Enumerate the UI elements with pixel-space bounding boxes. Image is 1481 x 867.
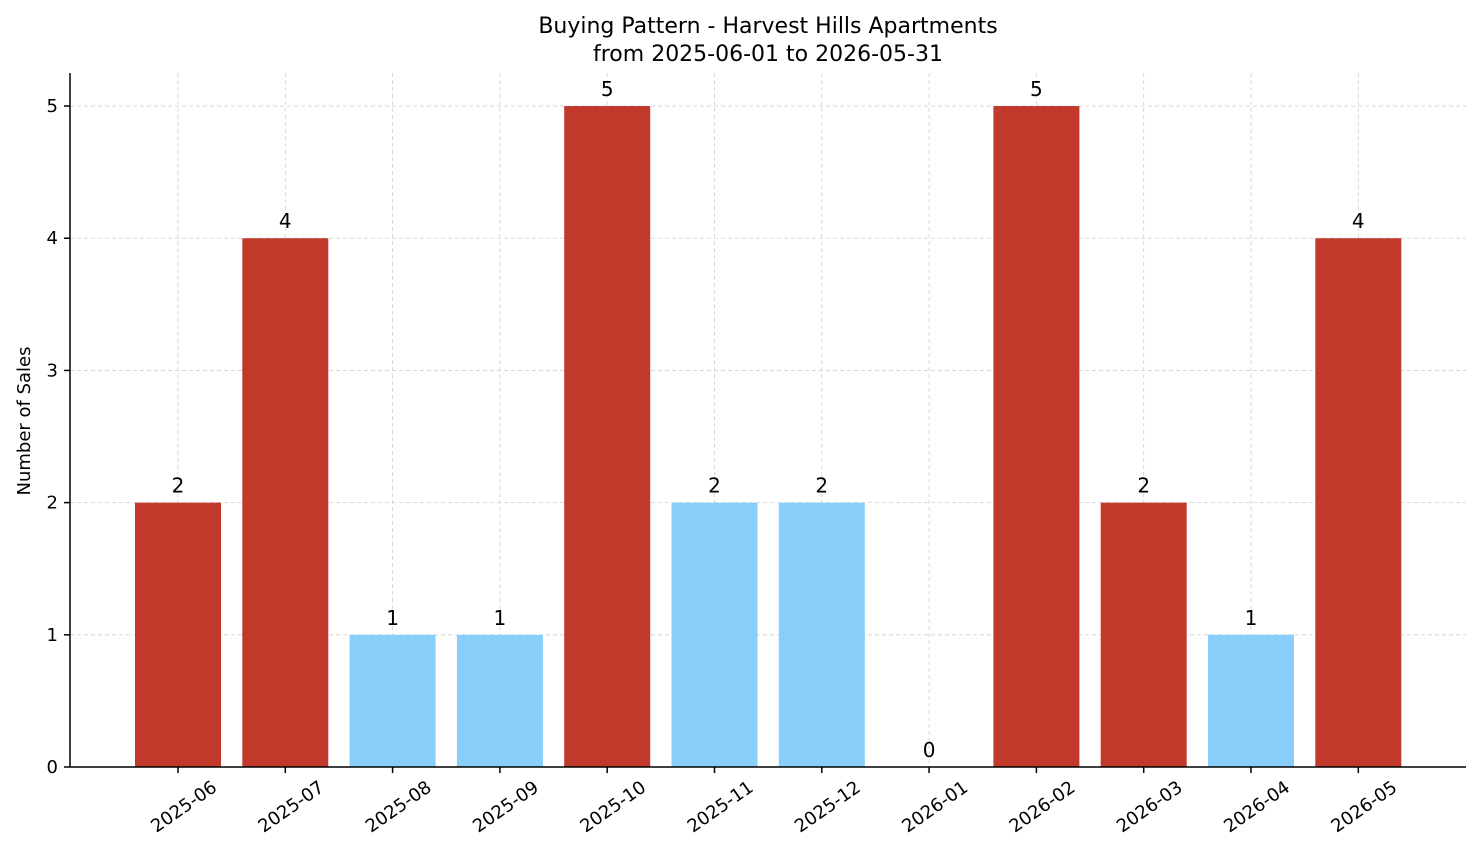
data-label-2025-12: 2 xyxy=(815,474,828,498)
data-label-2026-03: 2 xyxy=(1137,474,1150,498)
data-label-2026-02: 5 xyxy=(1030,77,1043,101)
y-tick-label: 3 xyxy=(47,360,58,381)
data-label-2026-05: 4 xyxy=(1352,209,1365,233)
x-tick-label-2025-11: 2025-11 xyxy=(684,777,758,837)
bar-2026-03 xyxy=(1100,502,1187,767)
bar-2026-02 xyxy=(993,106,1080,768)
x-tick-label-2026-04: 2026-04 xyxy=(1220,777,1294,837)
bar-2026-05 xyxy=(1315,238,1402,767)
x-tick-label-2025-12: 2025-12 xyxy=(791,777,865,837)
data-label-2025-08: 1 xyxy=(386,606,399,630)
y-axis-title: Number of Sales xyxy=(14,346,35,495)
x-tick-label-2025-07: 2025-07 xyxy=(255,777,329,837)
x-tick-label-2026-01: 2026-01 xyxy=(898,777,972,837)
data-label-2026-01: 0 xyxy=(923,738,936,762)
x-tick-label-2026-03: 2026-03 xyxy=(1113,777,1187,837)
y-tick-label: 5 xyxy=(47,96,58,117)
bars-layer xyxy=(135,106,1402,768)
chart-title: Buying Pattern - Harvest Hills Apartment… xyxy=(538,14,997,39)
x-tick-label-2025-06: 2025-06 xyxy=(147,777,221,837)
bar-2025-06 xyxy=(135,502,221,767)
axes-layer xyxy=(64,73,1466,773)
bar-2026-04 xyxy=(1208,634,1294,767)
bar-2025-11 xyxy=(671,502,758,767)
y-tick-label: 4 xyxy=(47,228,58,249)
x-tick-label-2026-02: 2026-02 xyxy=(1006,777,1080,837)
data-label-2026-04: 1 xyxy=(1245,606,1258,630)
bar-2025-09 xyxy=(456,634,543,767)
data-label-2025-10: 5 xyxy=(601,77,614,101)
bar-2025-07 xyxy=(242,238,329,767)
bar-2025-12 xyxy=(778,502,865,767)
y-tick-label: 1 xyxy=(47,625,58,646)
bar-2025-10 xyxy=(564,106,651,768)
x-tick-label-2025-08: 2025-08 xyxy=(362,777,436,837)
x-tick-label-2025-10: 2025-10 xyxy=(576,777,650,837)
y-tick-label: 0 xyxy=(47,757,58,778)
data-label-2025-11: 2 xyxy=(708,474,721,498)
data-label-2025-09: 1 xyxy=(494,606,507,630)
data-label-2025-07: 4 xyxy=(279,209,292,233)
x-tick-label-2026-05: 2026-05 xyxy=(1328,777,1402,837)
x-tick-label-2025-09: 2025-09 xyxy=(469,777,543,837)
bar-2025-08 xyxy=(349,634,436,767)
chart-subtitle: from 2025-06-01 to 2026-05-31 xyxy=(593,42,943,67)
data-label-2025-06: 2 xyxy=(172,474,185,498)
y-tick-label: 2 xyxy=(47,493,58,514)
